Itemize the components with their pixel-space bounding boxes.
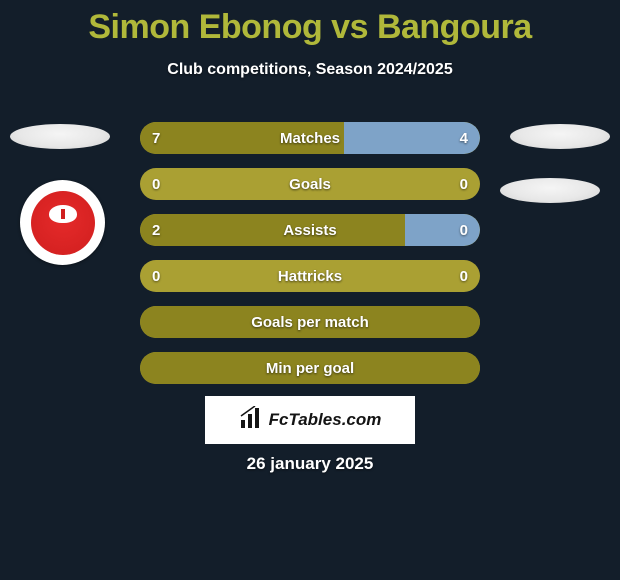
branding-text: FcTables.com — [269, 410, 382, 430]
shield-icon — [31, 191, 95, 255]
generation-date: 26 january 2025 — [0, 454, 620, 474]
stat-row: Goals per match — [140, 306, 480, 338]
player-left-avatar-placeholder — [10, 124, 110, 149]
stat-row: Min per goal — [140, 352, 480, 384]
club-right-logo-placeholder — [500, 178, 600, 203]
stat-row: 00Goals — [140, 168, 480, 200]
page-title: Simon Ebonog vs Bangoura — [0, 0, 620, 47]
stat-row: 00Hattricks — [140, 260, 480, 292]
stat-label: Goals per match — [140, 306, 480, 338]
club-left-logo — [20, 180, 105, 265]
stat-label: Goals — [140, 168, 480, 200]
stat-label: Assists — [140, 214, 480, 246]
stat-label: Min per goal — [140, 352, 480, 384]
stat-row: 20Assists — [140, 214, 480, 246]
player-right-avatar-placeholder — [510, 124, 610, 149]
stats-bar-chart: 74Matches 00Goals 20Assists 00Hattricks Goal… — [140, 122, 480, 398]
stat-label: Matches — [140, 122, 480, 154]
subtitle: Club competitions, Season 2024/2025 — [0, 61, 620, 79]
branding-badge: FcTables.com — [205, 396, 415, 444]
bar-chart-icon — [239, 406, 263, 435]
stat-row: 74Matches — [140, 122, 480, 154]
stat-label: Hattricks — [140, 260, 480, 292]
